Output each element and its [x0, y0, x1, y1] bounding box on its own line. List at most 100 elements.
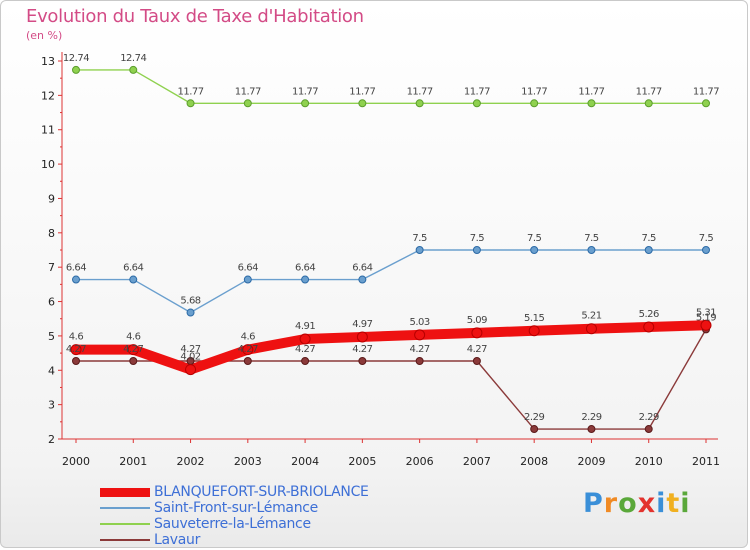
data-point — [530, 425, 539, 434]
proxiti-logo: Proxiti — [583, 488, 691, 519]
data-point — [472, 99, 481, 108]
y-tick-label: 6 — [48, 296, 55, 309]
data-label: 6.64 — [238, 263, 258, 274]
data-point — [243, 275, 252, 284]
x-tick-label: 2000 — [62, 455, 90, 468]
series-line — [75, 69, 707, 104]
data-label: 11.77 — [235, 86, 261, 97]
legend-label: Saint-Front-sur-Lémance — [154, 500, 318, 516]
data-label: 5.31 — [696, 307, 716, 318]
y-tick-label: 13 — [41, 55, 55, 68]
data-label: 12.74 — [120, 53, 146, 64]
series-line — [71, 320, 711, 375]
logo-letter: i — [656, 488, 667, 519]
data-label: 4.27 — [410, 344, 430, 355]
x-tick-label: 2002 — [177, 455, 205, 468]
data-point — [129, 275, 138, 284]
data-label: 4.27 — [123, 344, 143, 355]
data-label: 4.27 — [238, 344, 258, 355]
data-point — [358, 356, 367, 365]
data-label: 4.97 — [352, 319, 372, 330]
y-tick-label: 5 — [48, 330, 55, 343]
series-line — [75, 328, 707, 430]
data-label: 5.15 — [524, 313, 544, 324]
data-point — [587, 99, 596, 108]
data-label: 2.29 — [581, 412, 601, 423]
data-point — [587, 246, 596, 254]
data-point — [471, 327, 483, 339]
x-tick-label: 2001 — [119, 455, 147, 468]
data-point — [243, 99, 252, 108]
data-point — [530, 99, 539, 108]
legend-swatch — [100, 487, 150, 497]
data-label: 6.64 — [352, 263, 372, 274]
data-label: 4.91 — [295, 321, 315, 332]
data-label: 11.77 — [407, 86, 433, 97]
data-point — [415, 246, 424, 254]
y-tick-label: 7 — [48, 261, 55, 274]
x-tick-label: 2004 — [291, 455, 319, 468]
data-label: 7.5 — [699, 233, 714, 244]
line-chart: 2 3 4 5 6 7 8 9 10 11 12 13 2000 2001 2002 2003 2004 2005… — [41, 52, 720, 468]
data-label: 7.5 — [527, 233, 542, 244]
data-point — [585, 323, 597, 335]
legend-swatch — [100, 523, 150, 525]
data-point — [644, 99, 653, 108]
data-point — [299, 333, 311, 345]
series-lines — [71, 69, 711, 430]
data-label: 5.68 — [180, 296, 200, 307]
data-label: 4.27 — [295, 344, 315, 355]
data-label: 4.02 — [180, 352, 200, 363]
data-label: 11.77 — [292, 86, 318, 97]
data-label: 4.27 — [352, 344, 372, 355]
data-point — [243, 356, 252, 365]
logo-letter: i — [680, 488, 691, 519]
data-point — [702, 246, 710, 254]
data-label: 5.03 — [410, 317, 430, 328]
data-label: 11.77 — [578, 86, 604, 97]
legend-item: Lavaur — [100, 532, 369, 548]
x-tick-label: 2009 — [577, 455, 605, 468]
data-label: 6.64 — [66, 263, 86, 274]
data-point — [356, 331, 368, 343]
data-point — [186, 99, 195, 108]
data-point — [185, 364, 197, 376]
y-tick-label: 8 — [48, 227, 55, 240]
data-label: 4.27 — [467, 344, 487, 355]
data-point — [643, 321, 655, 333]
y-tick-label: 2 — [48, 433, 55, 446]
legend: BLANQUEFORT-SUR-BRIOLANCE Saint-Front-sur… — [100, 484, 369, 548]
legend-label: BLANQUEFORT-SUR-BRIOLANCE — [154, 484, 369, 500]
x-tick-label: 2006 — [406, 455, 434, 468]
data-point — [301, 275, 310, 284]
logo-letter: t — [666, 488, 681, 519]
y-tick-label: 4 — [48, 364, 55, 377]
data-point — [530, 246, 539, 254]
data-point — [472, 356, 481, 365]
data-point — [414, 329, 426, 341]
data-label: 5.26 — [639, 309, 659, 320]
y-tick-label: 11 — [41, 124, 55, 137]
data-point — [72, 65, 80, 74]
data-point — [358, 99, 367, 108]
data-labels: 12.74 12.74 11.77 11.77 11.77 11.77 11.77 11.77… — [63, 53, 720, 423]
data-point — [415, 99, 424, 108]
data-point — [472, 246, 481, 254]
legend-label: Lavaur — [154, 532, 201, 548]
data-label: 4.6 — [69, 332, 84, 343]
logo-letter: x — [637, 488, 657, 519]
series-points — [70, 65, 712, 434]
axes: 2 3 4 5 6 7 8 9 10 11 12 13 2000 2001 2002 2003 2004 2005… — [41, 52, 720, 468]
data-point — [242, 344, 254, 356]
legend-item: BLANQUEFORT-SUR-BRIOLANCE — [100, 484, 369, 500]
data-label: 7.5 — [584, 233, 599, 244]
logo-letter: o — [618, 488, 638, 519]
data-label: 4.27 — [66, 344, 86, 355]
data-label: 5.09 — [467, 315, 487, 326]
data-label: 7.5 — [642, 233, 657, 244]
y-tick-label: 3 — [48, 399, 55, 412]
data-label: 11.77 — [349, 86, 375, 97]
data-point — [129, 65, 138, 74]
legend-label: Sauveterre-la-Lémance — [154, 516, 311, 532]
data-label: 6.64 — [295, 263, 315, 274]
